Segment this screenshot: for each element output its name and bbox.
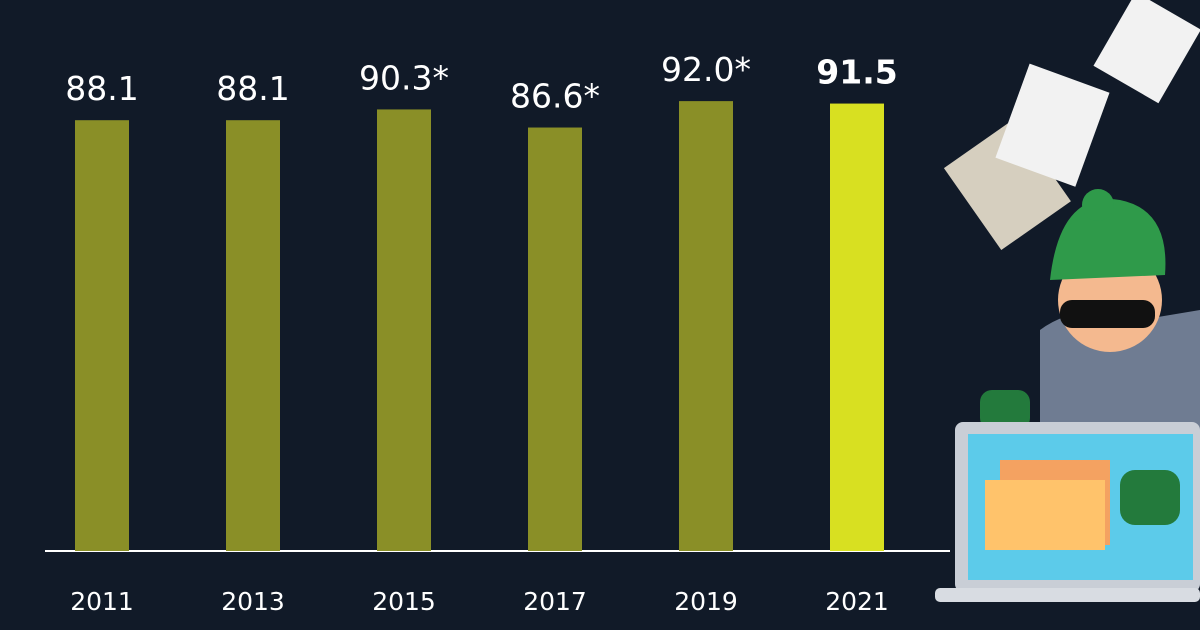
x-tick-label: 2013	[221, 587, 285, 616]
value-label: 91.5	[816, 53, 897, 92]
paper	[995, 63, 1110, 187]
value-label: 92.0*	[661, 50, 751, 89]
hat-pom	[1082, 189, 1114, 221]
value-label: 90.3*	[359, 58, 449, 97]
bar	[679, 101, 733, 552]
bar	[377, 109, 431, 552]
laptop-base	[935, 588, 1200, 602]
x-tick-label: 2011	[70, 587, 134, 616]
bar	[830, 103, 884, 551]
x-tick-label: 2019	[674, 587, 738, 616]
value-label: 88.1	[65, 69, 138, 108]
paper	[1093, 0, 1200, 104]
glove	[980, 390, 1030, 430]
folder-front	[985, 480, 1105, 550]
illustration	[935, 0, 1200, 602]
x-tick-label: 2021	[825, 587, 889, 616]
x-tick-label: 2015	[372, 587, 436, 616]
body	[1040, 310, 1200, 450]
paper	[943, 119, 1071, 251]
bar	[226, 120, 280, 551]
value-label: 86.6*	[510, 77, 600, 116]
bar	[75, 120, 129, 551]
hat	[1050, 199, 1166, 280]
value-label: 88.1	[216, 69, 289, 108]
mask	[1060, 300, 1155, 328]
x-tick-label: 2017	[523, 587, 587, 616]
glove	[1120, 470, 1180, 525]
bar	[528, 127, 582, 551]
